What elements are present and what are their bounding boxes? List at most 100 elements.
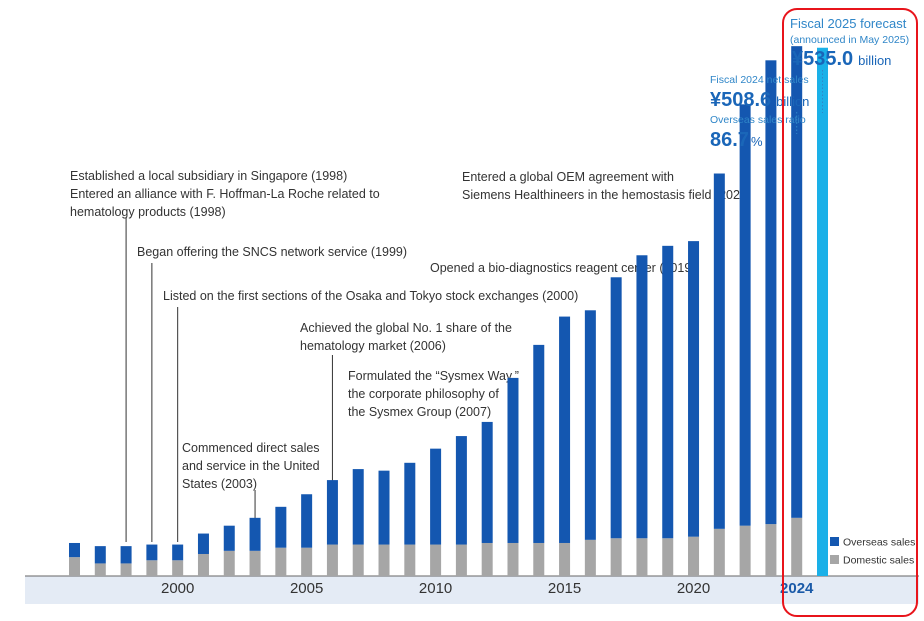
bar-overseas-2022 [739,104,751,526]
bar-domestic-2017 [610,538,622,576]
bar-domestic-2019 [662,538,674,576]
bar-domestic-2007 [352,544,364,576]
bar-domestic-2011 [455,544,467,576]
x-tick-2010: 2010 [419,580,452,597]
bar-domestic-2010 [430,544,442,576]
annotation-1998-line-3: hematology products (1998) [70,205,226,219]
bar-overseas-2021 [713,173,725,529]
annotation-1998-line-2: Entered an alliance with F. Hoffman-La R… [70,187,380,201]
callouts: Fiscal 2025 forecast (announced in May 20… [710,16,909,151]
bar-domestic-1998 [120,563,132,576]
bar-overseas-2018 [636,255,648,539]
x-axis-band [25,576,919,604]
fiscal-2024-net-sales-label: Fiscal 2024 net sales [710,74,809,86]
bar-overseas-2014 [533,344,545,543]
bar-domestic-2006 [326,544,338,576]
bar-domestic-2004 [275,547,287,576]
bar-overseas-2015 [559,316,571,543]
bar-overseas-2012 [481,421,493,543]
x-tick-2015: 2015 [548,580,581,597]
legend-swatch-2 [830,555,839,564]
fiscal-2024-net-sales-value: ¥508.6 billion [710,89,809,111]
annotation-2007-line-1: Formulated the “Sysmex Way,” [348,369,519,383]
bar-domestic-2013 [507,542,519,576]
x-tick-2000: 2000 [161,580,194,597]
bar-domestic-2024 [791,517,803,576]
bar-overseas-1998 [120,546,132,564]
bar-domestic-2005 [301,547,313,576]
x-tick-labels: 2000 2005 2010 2015 2020 2024 [161,580,814,597]
bar-domestic-2015 [559,542,571,576]
overseas-sales-ratio-label: Overseas sales ratio [710,114,806,126]
annotation-2006-line-1: Achieved the global No. 1 share of the [300,321,512,335]
bar-overseas-2004 [275,506,287,548]
bar-domestic-2003 [249,550,261,576]
forecast-value: ¥535.0 billion [792,48,891,70]
bar-overseas-2005 [301,494,313,548]
overseas-sales-ratio-value: 86.7% [710,129,763,151]
bar-overseas-2019 [662,245,674,539]
bar-domestic-1997 [94,563,106,576]
annotation-2003-line-2: and service in the United [182,459,320,473]
annotation-2022-line-2: Siemens Healthineers in the hemostasis f… [462,188,751,202]
bar-domestic-2021 [713,528,725,576]
bar-overseas-1997 [94,546,106,564]
bar-overseas-2000 [172,544,184,561]
bar-overseas-2007 [352,469,364,545]
legend: Overseas sales Domestic sales [830,537,915,567]
annotation-1998-line-1: Established a local subsidiary in Singap… [70,169,347,183]
milestone-annotations: Established a local subsidiary in Singap… [70,169,751,542]
bar-domestic-2020 [688,536,700,576]
forecast-title: Fiscal 2025 forecast [790,16,907,31]
highlight-box [782,8,918,617]
bar-overseas-1996 [69,542,80,558]
annotation-1999-line-1: Began offering the SNCS network service … [137,245,407,259]
bar-domestic-2001 [197,553,209,576]
bars [69,46,828,576]
bar-overseas-2003 [249,517,261,551]
bar-forecast-2025 [817,47,828,576]
bar-domestic-2018 [636,538,648,576]
annotation-2007-line-2: the corporate philosophy of [348,387,499,401]
annotation-2003-line-1: Commenced direct sales [182,441,320,455]
bar-domestic-1999 [146,560,158,576]
bar-domestic-2022 [739,525,751,576]
x-tick-2005: 2005 [290,580,323,597]
bar-domestic-2012 [481,542,493,576]
annotation-2007-line-3: the Sysmex Group (2007) [348,405,491,419]
annotation-2000-line-1: Listed on the first sections of the Osak… [163,289,578,303]
bar-overseas-2016 [584,310,596,540]
legend-swatch-1 [830,537,839,546]
bar-overseas-2008 [378,470,390,545]
bar-overseas-2011 [455,436,467,545]
bar-overseas-2009 [404,462,416,545]
legend-label-1: Overseas sales [843,537,915,549]
legend-label-2: Domestic sales [843,555,914,567]
bar-overseas-2002 [223,525,235,551]
bar-domestic-2014 [533,542,545,576]
bar-domestic-2008 [378,544,390,576]
bar-domestic-2023 [765,524,777,576]
bar-overseas-2006 [326,480,338,545]
forecast-subtitle: (announced in May 2025) [790,34,909,46]
bar-domestic-2009 [404,544,416,576]
bar-domestic-2002 [223,550,235,576]
bar-domestic-1996 [69,557,80,576]
bar-domestic-2016 [584,539,596,576]
annotation-2019-line-1: Opened a bio-diagnostics reagent center … [430,261,695,275]
annotation-2003-line-3: States (2003) [182,477,257,491]
bar-overseas-2010 [430,448,442,545]
x-tick-2020: 2020 [677,580,710,597]
bar-overseas-1999 [146,544,158,561]
bar-overseas-2023 [765,60,777,525]
bar-domestic-2000 [172,560,184,576]
bar-overseas-2013 [507,377,519,543]
bar-overseas-2024 [791,46,803,518]
bar-overseas-2001 [197,533,209,554]
annotation-2022-line-1: Entered a global OEM agreement with [462,170,674,184]
bar-overseas-2020 [688,241,700,537]
bar-overseas-2017 [610,277,622,539]
x-tick-2024: 2024 [780,580,814,597]
annotation-2006-line-2: hematology market (2006) [300,339,446,353]
